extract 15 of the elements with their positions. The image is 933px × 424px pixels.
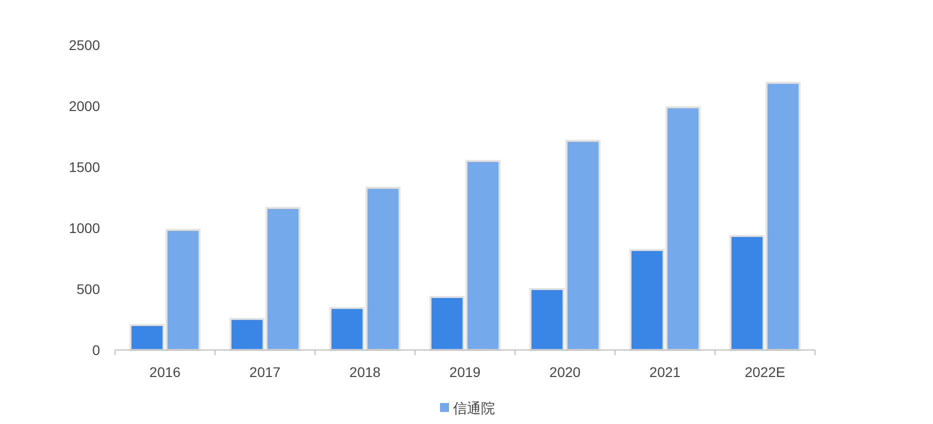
x-tick-label: 2020 <box>549 364 581 380</box>
y-tick-label: 2000 <box>68 98 100 114</box>
legend-label: 信通院 <box>453 400 495 416</box>
legend: 信通院 <box>440 400 495 416</box>
y-tick-label: 1000 <box>68 220 100 236</box>
y-tick-label: 1500 <box>68 159 100 175</box>
y-tick-label: 0 <box>92 342 100 358</box>
x-tick-label: 2021 <box>649 364 681 380</box>
y-tick-label: 2500 <box>68 37 100 53</box>
x-tick-label: 2018 <box>349 364 381 380</box>
y-tick-label: 500 <box>76 281 100 297</box>
x-tick-label: 2017 <box>249 364 281 380</box>
x-tick-label: 2016 <box>149 364 181 380</box>
x-tick-label: 2019 <box>449 364 481 380</box>
x-tick-label: 2022E <box>744 364 786 380</box>
